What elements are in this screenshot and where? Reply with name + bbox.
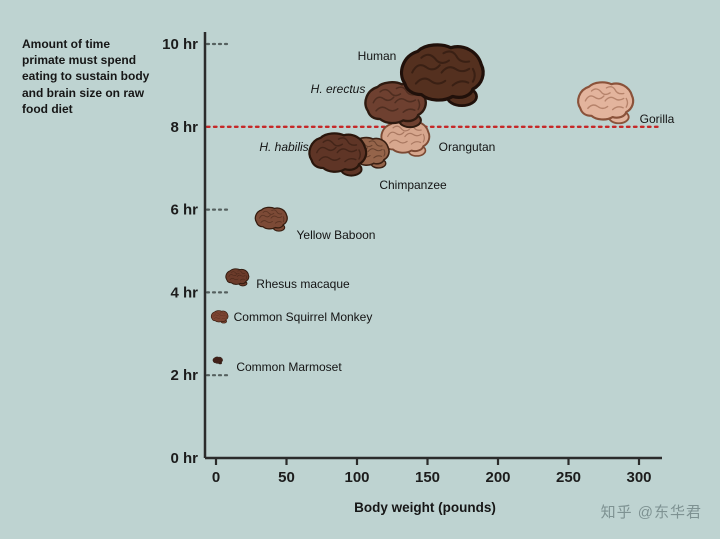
brain-common-marmoset — [212, 356, 223, 365]
x-tick-label: 100 — [344, 469, 369, 486]
gyrus-texture — [368, 140, 383, 147]
gyrus-texture — [605, 86, 625, 95]
gyrus-texture — [219, 311, 226, 315]
x-tick-label: 300 — [626, 469, 651, 486]
gyrus-texture — [239, 278, 245, 281]
gyrus-texture — [214, 359, 218, 361]
gyrus-texture — [228, 274, 237, 277]
point-label: H. erectus — [311, 82, 366, 96]
gyrus-texture — [221, 317, 226, 320]
gyrus-texture — [373, 155, 383, 159]
gyrus-texture — [231, 271, 240, 275]
point-label: Gorilla — [640, 112, 675, 126]
gyrus-texture — [451, 80, 470, 87]
gyrus-texture — [395, 86, 417, 96]
gyrus-texture — [584, 95, 605, 102]
brain-orangutan — [380, 119, 431, 157]
gyrus-texture — [402, 108, 416, 113]
gyrus-texture — [260, 220, 273, 223]
gyrus-texture — [411, 64, 441, 74]
gyrus-texture — [219, 314, 226, 317]
gyrus-texture — [271, 209, 283, 215]
point-label: Common Squirrel Monkey — [234, 310, 373, 324]
gyrus-texture — [358, 149, 362, 160]
gyrus-texture — [372, 96, 395, 104]
gyrus-texture — [417, 99, 421, 111]
point-label: H. habilis — [259, 140, 308, 154]
brain-rhesus-macaque — [225, 268, 250, 287]
gyrus-texture — [590, 88, 611, 96]
figure-caption: Amount of time primate must spend eating… — [22, 37, 150, 116]
point-label: Common Marmoset — [236, 360, 342, 374]
x-axis-title: Body weight (pounds) — [354, 500, 496, 515]
gyrus-texture — [587, 104, 609, 110]
point-label: Chimpanzee — [379, 178, 447, 192]
gyrus-texture — [213, 317, 221, 319]
point-label: Yellow Baboon — [297, 228, 376, 242]
gyrus-texture — [337, 137, 358, 146]
gyrus-texture — [217, 357, 222, 360]
gyrus-texture — [344, 157, 357, 163]
watermark: 知乎 @东华君 — [600, 504, 702, 521]
x-tick-label: 150 — [415, 469, 440, 486]
gyrus-texture — [367, 148, 383, 152]
gyrus-texture — [213, 314, 220, 317]
y-tick-label: 0 hr — [170, 450, 198, 467]
gyrus-texture — [442, 50, 471, 63]
gyrus-texture — [318, 156, 341, 161]
gyrus-texture — [471, 67, 476, 83]
gyrus-texture — [316, 146, 337, 154]
x-tick-label: 250 — [556, 469, 581, 486]
point-label: Human — [358, 49, 397, 63]
gyrus-texture — [262, 210, 275, 215]
gyrus-texture — [414, 77, 447, 85]
x-tick-label: 50 — [278, 469, 295, 486]
gyrus-texture — [422, 133, 425, 143]
gyrus-texture — [259, 214, 271, 219]
gyrus-texture — [379, 88, 402, 97]
gyrus-texture — [604, 96, 625, 102]
gyrus-texture — [383, 149, 386, 157]
gyrus-texture — [336, 148, 358, 154]
gyrus-texture — [214, 360, 219, 362]
y-tick-label: 4 hr — [170, 284, 198, 301]
gyrus-texture — [229, 278, 239, 281]
point-label: Orangutan — [439, 140, 496, 154]
gyrus-texture — [410, 141, 422, 145]
gyrus-texture — [215, 357, 219, 360]
gyrus-texture — [392, 125, 410, 132]
gyrus-texture — [625, 97, 629, 108]
gyrus-texture — [274, 221, 282, 224]
gyrus-texture — [387, 131, 405, 138]
x-tick-label: 0 — [212, 469, 220, 486]
y-tick-label: 2 hr — [170, 367, 198, 384]
brain-gorilla — [577, 81, 635, 125]
gyrus-texture — [611, 106, 624, 111]
brain-common-squirrel-monkey — [210, 310, 229, 324]
gyrus-texture — [322, 139, 344, 147]
y-tick-label: 10 hr — [162, 36, 198, 53]
gyrus-texture — [420, 53, 450, 64]
gyrus-texture — [245, 275, 247, 280]
brain-human — [400, 43, 485, 108]
gyrus-texture — [236, 274, 246, 277]
brain-yellow-baboon — [254, 206, 288, 232]
y-tick-label: 6 hr — [170, 202, 198, 219]
x-tick-label: 200 — [485, 469, 510, 486]
point-label: Rhesus macaque — [256, 277, 350, 291]
gyrus-texture — [282, 216, 285, 223]
gyrus-texture — [270, 215, 283, 219]
y-tick-label: 8 hr — [170, 119, 198, 136]
brain-h-habilis — [308, 132, 368, 177]
gyrus-texture — [440, 66, 471, 74]
gyrus-texture — [237, 270, 246, 274]
gyrus-texture — [215, 312, 222, 315]
gyrus-texture — [394, 98, 417, 104]
gyrus-texture — [404, 132, 422, 138]
gyrus-texture — [375, 106, 399, 112]
gyrus-texture — [217, 359, 222, 361]
gyrus-texture — [389, 139, 408, 144]
